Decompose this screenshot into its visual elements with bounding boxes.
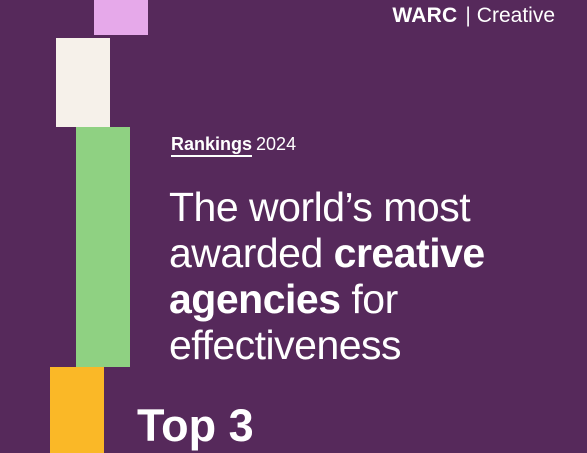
headline-line-1: The world’s most [169,184,471,230]
rankings-title: Rankings [171,134,253,157]
headline-line-3-bold: agencies [169,276,341,322]
decorative-block-lilac [94,0,148,35]
headline-line-2: awarded creative [169,230,485,276]
headline-line-3-plain: for [340,276,398,322]
decorative-block-yellow [50,367,104,453]
decorative-block-green [76,127,130,367]
headline-line-4: effectiveness [169,322,402,368]
rankings-year: 2024 [256,134,297,154]
headline-line-2-plain: awarded [169,230,334,276]
headline: The world’s most awarded creative agenci… [169,184,485,368]
brand-logo: WARC | Creative [392,4,555,28]
top-label: Top 3 [137,400,254,451]
brand-product: Creative [476,4,555,27]
brand-name: WARC [392,4,458,27]
decorative-block-cream [56,38,110,127]
headline-line-3: agencies for [169,276,485,322]
brand-separator: | [465,4,471,27]
rankings-label: Rankings 2024 [171,133,297,157]
headline-line-2-bold: creative [333,230,486,276]
